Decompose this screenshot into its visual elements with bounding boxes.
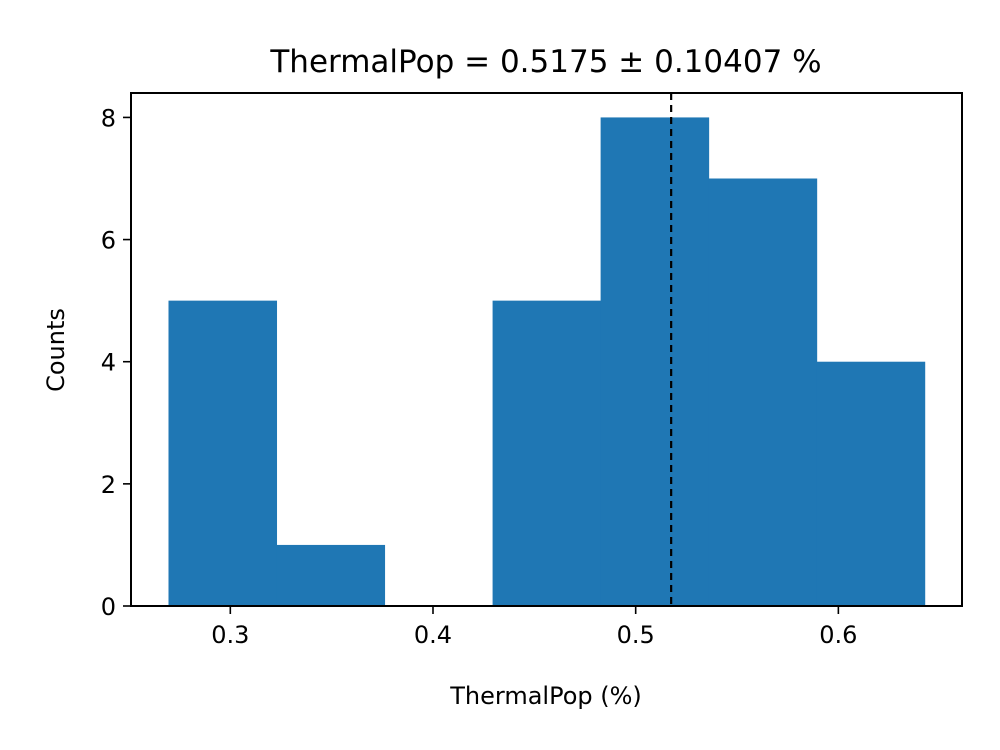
- histogram-bar: [600, 117, 710, 606]
- y-tick-label: 4: [101, 349, 116, 377]
- x-axis-label: ThermalPop (%): [449, 682, 642, 710]
- y-axis-ticks: 0 2 4 6 8: [101, 104, 131, 621]
- histogram-bar: [276, 544, 386, 606]
- y-tick-label: 2: [101, 471, 116, 499]
- histogram-bar: [168, 300, 278, 606]
- y-tick-label: 0: [101, 593, 116, 621]
- histogram-bar: [708, 178, 818, 606]
- x-axis-ticks: 0.3 0.4 0.5 0.6: [211, 606, 857, 649]
- histogram-bar: [492, 300, 602, 606]
- y-tick-label: 8: [101, 104, 116, 132]
- x-tick-label: 0.3: [211, 621, 249, 649]
- x-tick-label: 0.6: [819, 621, 857, 649]
- y-tick-label: 6: [101, 227, 116, 255]
- y-axis-label: Counts: [42, 308, 70, 392]
- x-tick-label: 0.4: [414, 621, 452, 649]
- x-tick-label: 0.5: [617, 621, 655, 649]
- axes-frame: [130, 92, 963, 607]
- histogram-bar: [816, 361, 926, 606]
- chart-title: ThermalPop = 0.5175 ± 0.10407 %: [269, 44, 821, 80]
- histogram-bars: [168, 117, 926, 606]
